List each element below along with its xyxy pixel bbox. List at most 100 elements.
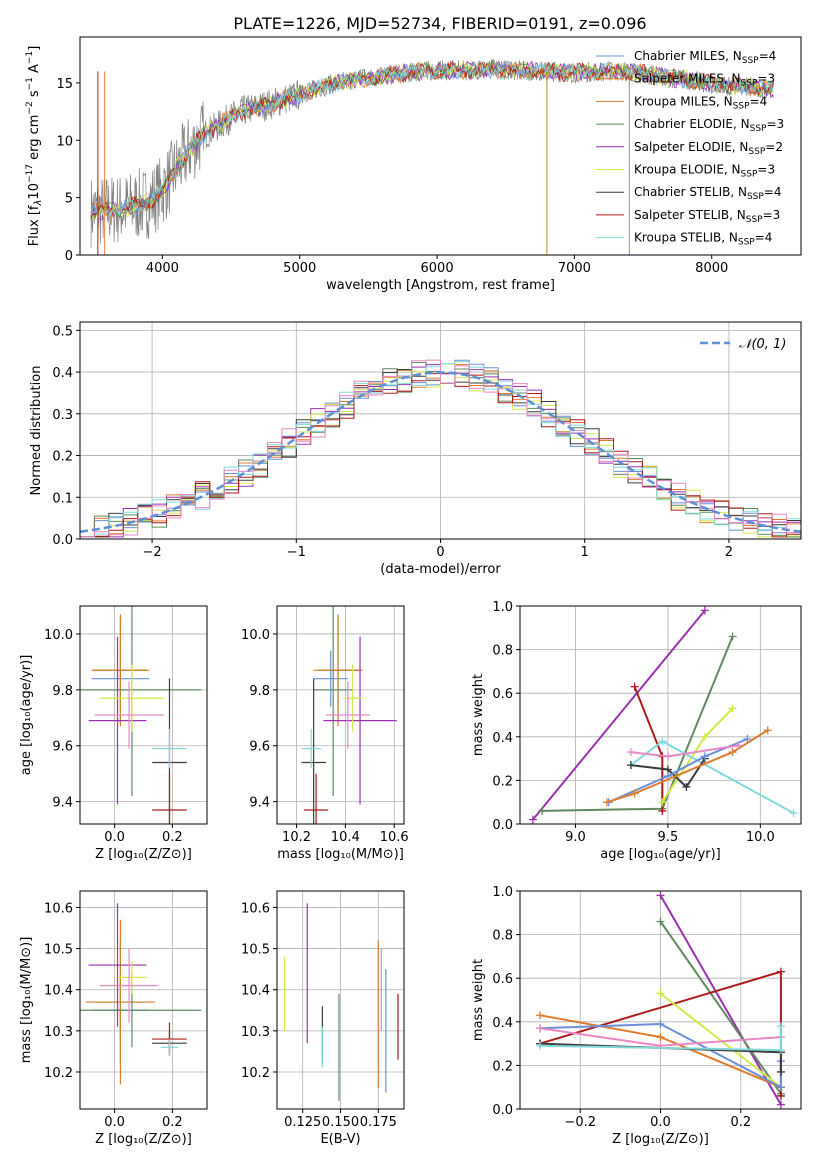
legend-entry: Kroupa STELIB, NSSP=4 <box>634 231 772 248</box>
errorbar-point <box>94 681 164 749</box>
plus-marker <box>728 748 737 757</box>
x-tick-label: 0.125 <box>284 1115 321 1130</box>
plus-marker <box>776 1022 785 1031</box>
axes-frame <box>79 605 208 825</box>
y-tick-label: 10.4 <box>241 984 270 999</box>
weight-line <box>532 609 706 821</box>
y-tick-label: 0.4 <box>492 1016 513 1031</box>
plus-marker <box>626 748 635 757</box>
y-axis-label: mass weight <box>471 959 486 1041</box>
plus-marker <box>728 704 737 713</box>
x-tick-label: 10.4 <box>331 830 360 845</box>
x-tick-label: 10.6 <box>380 830 409 845</box>
errorbar-point <box>313 606 353 797</box>
y-tick-label: 0.4 <box>492 731 513 746</box>
plus-marker <box>626 761 635 770</box>
x-tick-label: 0.2 <box>162 830 183 845</box>
x-axis-label: Z [log₁₀(Z/Z⊙)] <box>95 1132 192 1147</box>
x-axis-label: E(B-V) <box>320 1132 360 1147</box>
plus-marker <box>700 606 709 615</box>
y-tick-label: 0.4 <box>52 366 73 381</box>
axes-residuals: −2 −1 0 1 2 0.0 0.1 0.2 0.3 0.4 0.5 (data-model)/er… <box>29 321 802 577</box>
y-tick-label: 10.5 <box>241 943 270 958</box>
x-tick-label: 8000 <box>695 261 728 276</box>
y-tick-label: 0.8 <box>492 644 513 659</box>
x-axis-label: Z [log₁₀(Z/Z⊙)] <box>95 847 192 862</box>
axes-weight_vs_Z: −0.2 0.0 0.2 0.0 0.2 0.4 0.6 0.8 1.0 Z [log₁₀(Z/Z… <box>471 885 802 1147</box>
plus-marker <box>789 809 798 818</box>
plus-marker <box>776 1067 785 1076</box>
y-tick-label: 0.2 <box>492 1059 513 1074</box>
y-axis-label: age [log₁₀(age/yr)] <box>19 655 34 776</box>
x-tick-label: 2 <box>725 545 733 560</box>
y-tick-label: 9.8 <box>249 684 270 699</box>
y-tick-label: 9.8 <box>52 684 73 699</box>
plus-marker <box>656 1033 665 1042</box>
x-tick-label: 4000 <box>146 261 179 276</box>
weight-line <box>630 758 706 789</box>
y-tick-label: 10.4 <box>44 984 73 999</box>
y-tick-label: 10.2 <box>44 1066 73 1081</box>
y-tick-label: 10.3 <box>241 1025 270 1040</box>
y-tick-label: 10 <box>56 134 73 149</box>
x-axis-label: Z [log₁₀(Z/Z⊙)] <box>612 1132 709 1147</box>
plus-marker <box>776 967 785 976</box>
plot-area-age_vs_mass <box>301 606 397 824</box>
y-tick-label: 10.6 <box>241 901 270 916</box>
axes-mass_vs_Z: 0.0 0.2 10.2 10.3 10.4 10.5 10.6 Z [log₁₀(Z/Z⊙)… <box>19 890 208 1147</box>
axes-weight_vs_age: 9.0 9.5 10.0 0.0 0.2 0.4 0.6 0.8 1.0 age [log₁₀(a… <box>471 600 802 862</box>
plus-marker <box>536 1011 545 1020</box>
plus-marker <box>776 1091 785 1100</box>
errorbar-point <box>323 636 397 805</box>
plus-marker <box>656 891 665 900</box>
errorbar-point <box>325 681 370 749</box>
y-tick-label: 0.1 <box>52 491 73 506</box>
plus-marker <box>658 806 667 815</box>
y-tick-label: 0.3 <box>52 408 73 423</box>
plus-marker <box>602 798 611 807</box>
errorbar-point <box>94 617 147 724</box>
errorbar-point <box>152 773 187 824</box>
legend-entry: 𝒩(0, 1) <box>739 337 786 352</box>
plus-marker <box>728 632 737 641</box>
weight-line <box>630 740 795 814</box>
x-axis-label: mass [log₁₀(M/M⊙)] <box>277 847 404 862</box>
x-tick-label: 10.2 <box>282 830 311 845</box>
plus-marker <box>538 806 547 815</box>
plus-marker <box>656 917 665 926</box>
x-axis-label: (data-model)/error <box>380 562 501 577</box>
y-tick-label: 10.3 <box>44 1025 73 1040</box>
x-tick-label: 7000 <box>558 261 591 276</box>
errorbar-point <box>301 728 321 769</box>
axes-spectrum: 4000 5000 6000 7000 8000 0 5 10 15 wavelength [An… <box>25 36 802 293</box>
legend-entry: Salpeter ELODIE, NSSP=2 <box>634 140 783 157</box>
legend-entry: Salpeter STELIB, NSSP=3 <box>634 208 780 225</box>
legend: Chabrier MILES, NSSP=4 Salpeter MILES, NS… <box>596 49 784 248</box>
plus-marker <box>700 752 709 761</box>
x-tick-label: 0.2 <box>162 1115 183 1130</box>
y-tick-label: 10.5 <box>44 943 73 958</box>
model-chabrier-elodie <box>90 59 774 222</box>
y-tick-label: 0 <box>65 249 73 264</box>
y-tick-label: 9.6 <box>52 740 73 755</box>
plot-area-age_vs_Z <box>80 606 202 824</box>
plot-area-spectrum <box>90 58 774 255</box>
x-tick-label: 0.175 <box>360 1115 397 1130</box>
x-axis-label: age [log₁₀(age/yr)] <box>600 847 721 862</box>
weight-line <box>630 744 739 758</box>
x-tick-label: 5000 <box>283 261 316 276</box>
axes-age_vs_mass: 10.2 10.4 10.6 9.4 9.6 9.8 10.0 mass [log₁₀(M/M… <box>241 605 409 862</box>
plus-marker <box>663 752 672 761</box>
errorbar-point <box>152 728 187 769</box>
plot-area-weight_vs_age <box>528 606 798 824</box>
x-tick-label: −1 <box>287 545 306 560</box>
y-tick-label: 0.0 <box>52 533 73 548</box>
y-tick-label: 1.0 <box>492 600 513 615</box>
y-axis-label: Normed distribution <box>29 366 44 496</box>
y-tick-label: 0.8 <box>492 929 513 944</box>
figure-title: PLATE=1226, MJD=52734, FIBERID=0191, z=0… <box>233 14 646 33</box>
x-tick-label: −0.2 <box>564 1115 596 1130</box>
y-tick-label: 5 <box>65 192 73 207</box>
plus-marker <box>536 1041 545 1050</box>
